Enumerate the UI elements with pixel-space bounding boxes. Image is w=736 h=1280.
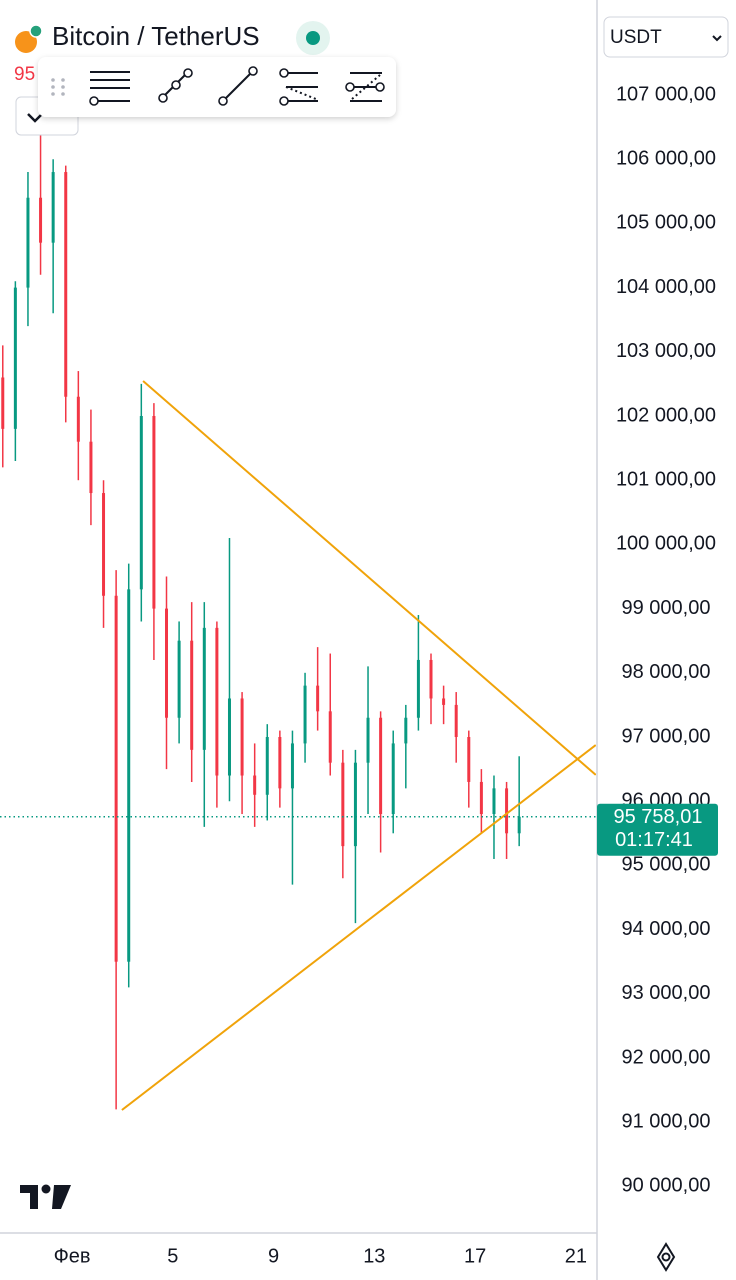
candle-body	[177, 640, 181, 718]
x-tick-label: 5	[167, 1245, 178, 1267]
y-tick-label: 100 000,00	[616, 533, 716, 555]
candle-body	[505, 788, 509, 834]
candle-body	[265, 737, 269, 795]
candle-body	[404, 717, 408, 744]
symbol-title[interactable]: Bitcoin / TetherUS	[52, 21, 260, 51]
y-tick-label: 90 000,00	[622, 1175, 711, 1197]
candle-body	[215, 627, 219, 776]
candle-body	[479, 781, 483, 815]
chevron-icon	[27, 113, 43, 123]
settings-icon-center	[661, 1252, 671, 1262]
candle-body	[152, 416, 156, 609]
candle-body	[278, 737, 282, 789]
candle-body	[102, 493, 106, 596]
ray-tool[interactable]	[158, 68, 193, 103]
bitcoin-icon	[15, 31, 37, 53]
candle-body	[64, 172, 68, 397]
y-tick-label: 105 000,00	[616, 212, 716, 234]
currency-select[interactable]	[603, 16, 729, 58]
currency-label: USDT	[610, 27, 662, 48]
y-tick-label: 94 000,00	[622, 918, 711, 940]
candle-body	[467, 737, 471, 782]
x-tick-label: 9	[268, 1245, 279, 1267]
candle-body	[290, 743, 294, 789]
y-tick-label: 107 000,00	[616, 83, 716, 105]
candle-body	[190, 640, 194, 750]
candle-body	[379, 717, 383, 815]
candle-body	[253, 775, 257, 795]
candle-body	[341, 762, 345, 847]
candle-body	[517, 816, 521, 834]
candle-body	[13, 287, 17, 429]
candle-body	[492, 788, 496, 815]
candle-body	[240, 698, 244, 776]
horizontal-lines-tool[interactable]	[89, 71, 130, 106]
candle-body	[202, 627, 206, 750]
x-tick-label: 21	[565, 1245, 587, 1267]
y-tick-label: 92 000,00	[622, 1046, 711, 1068]
x-tick-label: 17	[464, 1245, 486, 1267]
y-tick-label: 102 000,00	[616, 404, 716, 426]
dropdown-arrow	[712, 35, 722, 42]
y-tick-label: 103 000,00	[616, 340, 716, 362]
candle-body	[127, 589, 131, 962]
y-tick-label: 93 000,00	[622, 982, 711, 1004]
candle-body	[303, 685, 307, 744]
settings-button[interactable]	[656, 1242, 676, 1272]
candle-body	[366, 717, 370, 763]
axes: 90 000,00 91 000,00 92 000,00 93 000,00 94 0…	[54, 83, 718, 1267]
y-tick-label: 106 000,00	[616, 147, 716, 169]
candle-body	[442, 698, 446, 705]
candle-body	[89, 441, 93, 494]
candle-body	[328, 711, 332, 763]
header-price: 95	[14, 64, 35, 85]
y-tick-label: 98 000,00	[622, 661, 711, 683]
candle-body	[391, 743, 395, 815]
candle-body	[165, 608, 169, 718]
candle-body	[139, 416, 143, 590]
y-tick-label: 97 000,00	[622, 725, 711, 747]
trend-line	[142, 380, 596, 776]
x-tick-label: 13	[363, 1245, 385, 1267]
candle-body	[416, 659, 420, 718]
candle-body	[1, 377, 5, 429]
tradingview-logo	[20, 1184, 71, 1209]
last-price-box	[597, 803, 718, 856]
plot-area	[0, 133, 596, 1111]
market-status[interactable]	[306, 31, 320, 45]
tether-icon	[29, 24, 43, 38]
countdown-label: 01:17:41	[615, 829, 693, 851]
candle-body	[114, 595, 118, 962]
trend-line-tool[interactable]	[218, 66, 258, 106]
drag-handle[interactable]	[51, 78, 65, 96]
x-tick-label: Фев	[54, 1245, 91, 1267]
trend-line	[121, 744, 596, 1111]
fib-tool[interactable]	[345, 72, 385, 102]
y-tick-label: 104 000,00	[616, 276, 716, 298]
y-tick-label: 99 000,00	[622, 597, 711, 619]
candle-body	[429, 659, 433, 699]
candle-body	[76, 396, 80, 442]
y-tick-label: 95 000,00	[622, 854, 711, 876]
candle-body	[227, 698, 231, 776]
candle-body	[353, 762, 357, 847]
parallel-channel-tool[interactable]	[279, 68, 318, 106]
candle-body	[316, 685, 320, 712]
y-tick-label: 91 000,00	[622, 1110, 711, 1132]
y-tick-label: 101 000,00	[616, 468, 716, 490]
candle-body	[39, 197, 43, 243]
drawing-toolbar	[38, 57, 396, 117]
last-price-label: 95 758,01	[614, 806, 703, 828]
candle-body	[51, 172, 55, 243]
candle-body	[26, 197, 30, 288]
candle-body	[454, 704, 458, 738]
